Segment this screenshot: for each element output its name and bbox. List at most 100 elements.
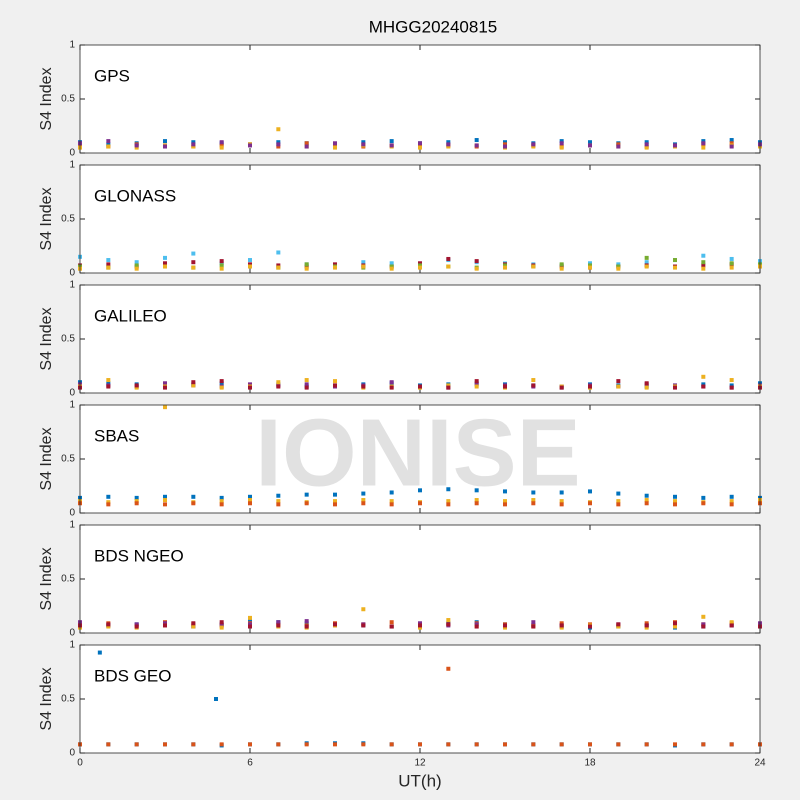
data-point [219, 140, 224, 145]
data-point [304, 262, 309, 267]
data-point [616, 384, 621, 389]
data-point [163, 255, 167, 260]
data-point [418, 384, 422, 389]
data-point [389, 624, 394, 629]
data-point [644, 621, 649, 626]
data-point [304, 264, 309, 269]
data-point [701, 382, 706, 387]
data-point [616, 622, 621, 627]
data-point [729, 144, 734, 149]
data-point [588, 261, 592, 266]
data-point [588, 143, 592, 148]
data-point [106, 742, 111, 747]
data-point [729, 265, 734, 270]
data-point [134, 383, 139, 388]
data-point [616, 264, 621, 269]
data-point [474, 501, 479, 506]
data-point [701, 139, 706, 144]
x-axis-label: UT(h) [398, 771, 441, 790]
data-point [389, 261, 394, 266]
data-point [134, 622, 139, 627]
data-point [503, 384, 507, 389]
data-point [588, 742, 592, 747]
data-point [248, 382, 252, 387]
data-point [163, 742, 167, 747]
data-point [701, 622, 706, 627]
data-point [163, 264, 167, 269]
data-point [219, 261, 224, 266]
data-point [106, 262, 111, 267]
data-point [673, 265, 677, 270]
data-point [588, 384, 592, 389]
data-point [446, 264, 451, 269]
data-point [106, 381, 111, 386]
data-point [106, 265, 111, 270]
y-tick-label: 0.5 [61, 94, 75, 105]
data-point [333, 145, 337, 150]
data-point [616, 144, 621, 149]
data-point [361, 264, 366, 269]
data-point [701, 384, 706, 389]
data-point [729, 499, 734, 504]
data-point [219, 259, 224, 264]
data-point [418, 145, 422, 150]
data-point [701, 742, 706, 747]
data-point [248, 501, 252, 506]
data-point [588, 501, 592, 506]
data-point [673, 621, 677, 626]
data-point [644, 255, 649, 260]
data-point [248, 258, 252, 263]
y-tick-label: 1 [69, 520, 75, 531]
y-axis-label: S4 Index [38, 307, 55, 370]
data-point [333, 622, 337, 627]
data-point [248, 615, 252, 620]
data-point [446, 502, 451, 507]
data-point [503, 623, 507, 628]
data-point [729, 256, 734, 261]
data-point [559, 490, 564, 495]
data-point [446, 487, 451, 492]
data-point [248, 498, 252, 503]
data-point [446, 499, 451, 504]
data-point [729, 623, 734, 628]
data-point [134, 501, 139, 506]
data-point [134, 495, 139, 500]
data-point [389, 266, 394, 271]
data-point [559, 266, 564, 271]
data-point [389, 385, 394, 390]
data-point [219, 263, 224, 268]
data-point [333, 492, 337, 497]
y-tick-label: 1 [69, 280, 75, 291]
data-point [106, 384, 111, 389]
data-point [106, 258, 111, 263]
x-tick-label: 12 [414, 758, 426, 769]
y-tick-label: 0 [69, 388, 75, 399]
data-point [219, 499, 224, 504]
data-point [134, 266, 139, 271]
y-tick-label: 0 [69, 268, 75, 279]
data-point [304, 382, 309, 387]
data-point [616, 142, 621, 147]
panel-label: BDS GEO [94, 666, 171, 685]
data-point [418, 265, 422, 270]
data-point [616, 502, 621, 507]
data-point [503, 140, 507, 145]
data-point [219, 742, 224, 747]
data-point [248, 264, 252, 269]
data-point [134, 145, 139, 150]
data-point [361, 607, 366, 612]
data-point [276, 263, 281, 268]
watermark: IONISE [255, 399, 580, 506]
chart-title: MHGG20240815 [369, 17, 498, 36]
data-point [474, 742, 479, 747]
panel-label: SBAS [94, 426, 139, 445]
data-point [446, 666, 451, 671]
panels: 0 0.5 1 GPS S4 Index MHGG20240815 0 0.5 1 GLONASS… [38, 17, 766, 790]
data-point [701, 141, 706, 146]
data-point [106, 378, 111, 383]
data-point [276, 127, 281, 132]
data-point [644, 493, 649, 498]
data-point [701, 374, 706, 379]
series-group [78, 607, 762, 630]
